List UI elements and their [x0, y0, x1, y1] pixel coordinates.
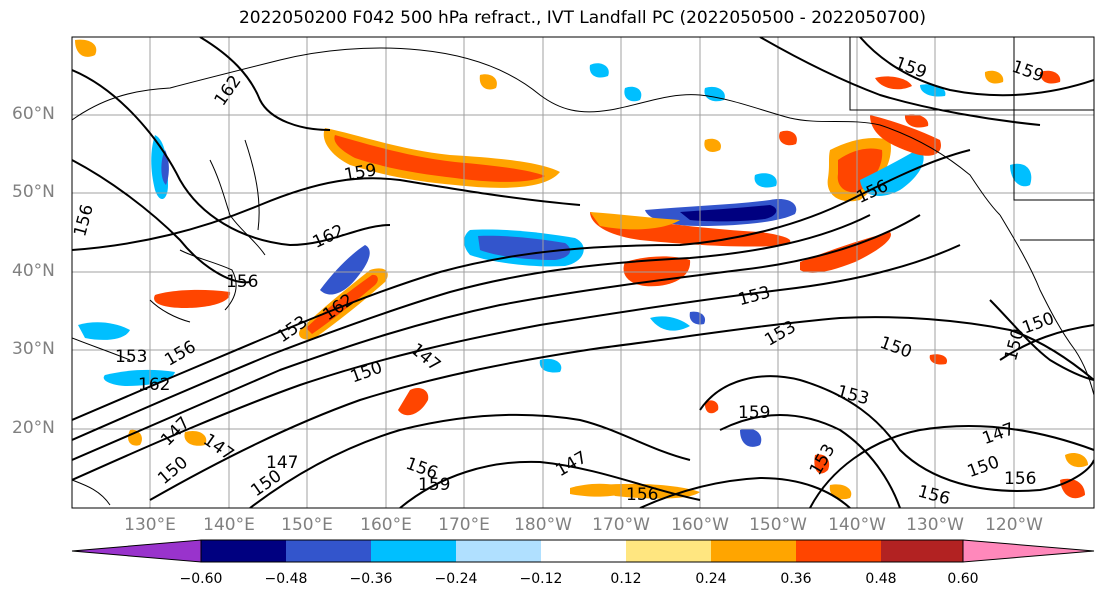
colorbar-bin — [711, 540, 796, 562]
colorbar-bin — [286, 540, 371, 562]
lon-label: 180°W — [514, 515, 572, 535]
colorbar-tick-label: 0.12 — [610, 571, 642, 587]
lat-label: 30°N — [12, 339, 55, 359]
colorbar-tick-label: 0.48 — [865, 571, 897, 587]
lon-label: 170°W — [592, 515, 650, 535]
lon-label: 160°W — [671, 515, 729, 535]
lon-label: 120°W — [985, 515, 1043, 535]
lon-label: 130°E — [124, 515, 176, 535]
colorbar-bin — [796, 540, 881, 562]
colorbar-tick-label: 0.60 — [947, 571, 979, 587]
colorbar-tick-label: −0.48 — [264, 571, 308, 587]
contour-label: 147 — [266, 453, 298, 473]
contour-label: 159 — [418, 475, 450, 495]
lon-label: 170°E — [438, 515, 490, 535]
lon-label: 160°E — [360, 515, 412, 535]
contour-label: 156 — [226, 272, 258, 292]
colorbar-tick-label: −0.60 — [179, 571, 223, 587]
contour-label: 156 — [626, 485, 658, 505]
lat-label: 40°N — [12, 261, 55, 281]
map-title: 2022050200 F042 500 hPa refract., IVT La… — [238, 8, 926, 28]
colorbar — [71, 539, 1095, 563]
colorbar-bin — [541, 540, 626, 562]
lon-label: 150°E — [281, 515, 333, 535]
lon-label: 150°W — [749, 515, 807, 535]
colorbar-tick-label: −0.12 — [519, 571, 563, 587]
colorbar-extend-low — [71, 539, 202, 563]
contour-label: 153 — [115, 347, 147, 367]
colorbar-tick-label: −0.24 — [434, 571, 478, 587]
lon-label: 130°W — [906, 515, 964, 535]
colorbar-bin — [456, 540, 541, 562]
colorbar-bin — [371, 540, 456, 562]
lat-label: 50°N — [12, 182, 55, 202]
lat-label: 20°N — [12, 418, 55, 438]
colorbar-extend-high — [962, 539, 1095, 563]
colorbar-bin — [881, 540, 963, 562]
colorbar-tick-label: 0.36 — [780, 571, 812, 587]
lon-label: 140°E — [203, 515, 255, 535]
coastlines — [72, 37, 1094, 506]
colorbar-bin — [626, 540, 711, 562]
lon-label: 140°W — [828, 515, 886, 535]
colorbar-bin — [201, 540, 286, 562]
contour-label: 156 — [1004, 469, 1036, 489]
lat-label: 60°N — [12, 104, 55, 124]
colorbar-tick-label: −0.36 — [349, 571, 393, 587]
height-contours — [72, 37, 1094, 508]
contour-label: 162 — [138, 375, 170, 395]
colorbar-tick-label: 0.24 — [695, 571, 727, 587]
contour-label: 159 — [738, 403, 770, 423]
